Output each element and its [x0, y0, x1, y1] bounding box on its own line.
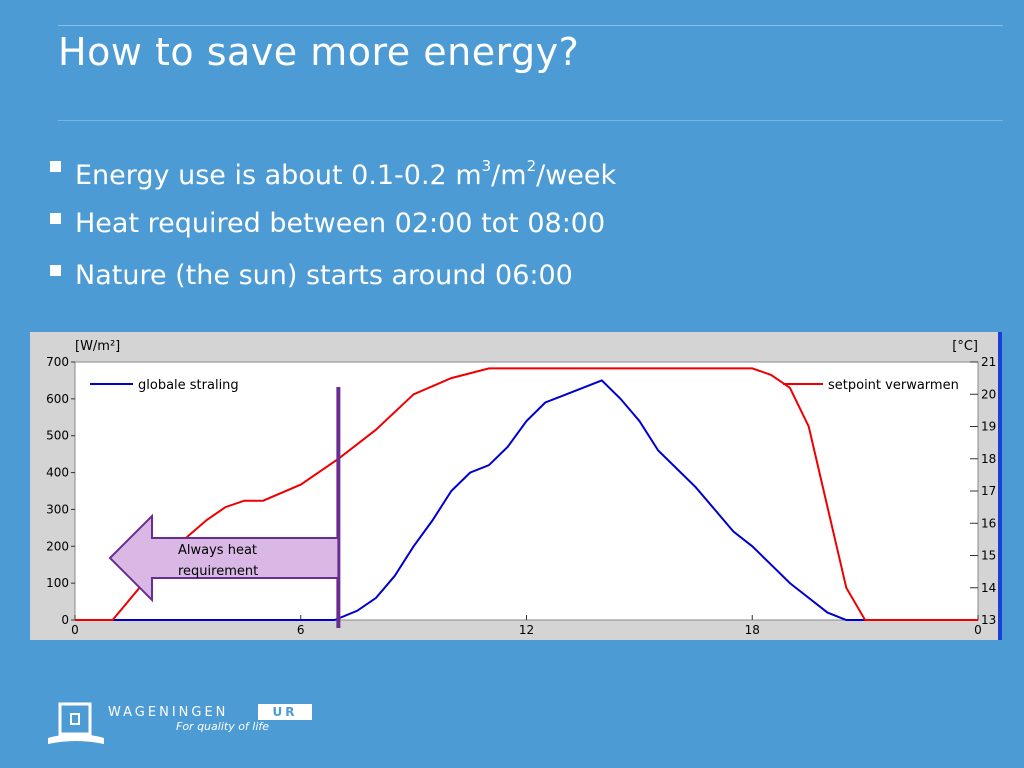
building-icon — [48, 702, 104, 744]
wageningen-logo — [48, 702, 104, 744]
y-right-tick-label: 18 — [981, 452, 996, 466]
annotation-label: requirement — [178, 564, 258, 579]
bullet-item: Heat required between 02:00 tot 08:00 — [50, 198, 616, 250]
plot-area — [74, 361, 979, 621]
square-bullet-icon — [50, 212, 61, 224]
x-tick-label: 12 — [519, 623, 534, 637]
legend-label: setpoint verwarmen — [828, 378, 959, 393]
y-left-tick-label: 700 — [46, 355, 69, 369]
logo-tagline: For quality of life — [176, 720, 270, 733]
chart-svg: [W/m²] [°C]010020030040050060070013141516… — [46, 332, 1002, 640]
legend-label: globale straling — [138, 378, 239, 393]
square-bullet-icon — [50, 160, 61, 172]
bullet-text: Energy use is about 0.1-0.2 m3/m2/week — [75, 156, 617, 191]
logo-brand-suffix: UR — [258, 704, 312, 720]
y-left-tick-label: 300 — [46, 502, 69, 516]
bullet-text: Nature (the sun) starts around 06:00 — [75, 260, 573, 291]
y-left-tick-label: 100 — [46, 576, 69, 590]
y-axis-left-label: [W/m²] — [75, 339, 120, 354]
x-tick-label: 0 — [974, 623, 982, 637]
series-line-globale-straling — [75, 379, 978, 621]
series-line-setpoint-verwarmen — [75, 367, 978, 621]
y-right-tick-label: 13 — [981, 613, 996, 627]
right-edge-bar — [998, 332, 1002, 640]
bullet-list: Energy use is about 0.1-0.2 m3/m2/week H… — [50, 146, 616, 302]
square-bullet-icon — [50, 264, 61, 276]
y-axis-right-label: [°C] — [952, 339, 978, 354]
annotation-label: Always heat — [178, 543, 257, 558]
y-right-tick-label: 20 — [981, 387, 996, 401]
y-left-tick-label: 400 — [46, 466, 69, 480]
y-right-tick-label: 16 — [981, 516, 996, 530]
y-left-tick-label: 0 — [61, 613, 69, 627]
x-tick-label: 0 — [71, 623, 79, 637]
y-right-tick-label: 19 — [981, 420, 996, 434]
y-right-tick-label: 17 — [981, 484, 996, 498]
logo-brand: WAGENINGEN — [108, 705, 229, 720]
left-arrow-icon — [108, 513, 340, 603]
slide-title: How to save more energy? — [58, 30, 580, 74]
x-tick-label: 6 — [297, 623, 305, 637]
y-left-tick-label: 200 — [46, 539, 69, 553]
y-right-tick-label: 15 — [981, 549, 996, 563]
y-right-tick-label: 14 — [981, 581, 996, 595]
bullet-text: Heat required between 02:00 tot 08:00 — [75, 208, 606, 239]
title-top-rule — [58, 25, 1003, 26]
energy-chart: [W/m²] [°C] 0 100 200 300 400 500 600 700 13 14 15 16… — [30, 332, 1002, 640]
x-tick-label: 18 — [745, 623, 760, 637]
title-bottom-rule — [58, 120, 1003, 121]
y-left-tick-label: 600 — [46, 392, 69, 406]
bullet-item: Nature (the sun) starts around 06:00 — [50, 250, 616, 302]
y-right-tick-label: 21 — [981, 355, 996, 369]
bullet-item: Energy use is about 0.1-0.2 m3/m2/week — [50, 146, 616, 198]
y-left-tick-label: 500 — [46, 429, 69, 443]
